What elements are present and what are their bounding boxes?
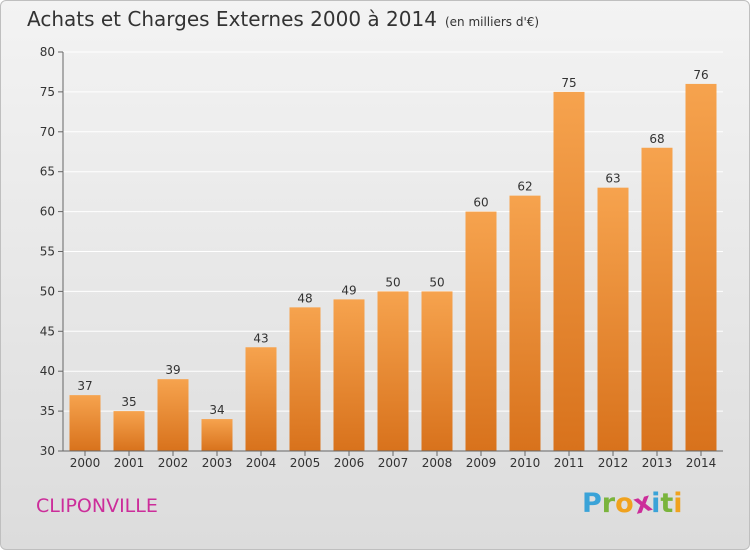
data-label-2006: 49 xyxy=(341,283,356,297)
bar-2003 xyxy=(201,419,233,451)
data-label-2005: 48 xyxy=(297,291,312,305)
bar-2008 xyxy=(421,291,453,451)
y-tick-label: 60 xyxy=(40,205,55,219)
x-tick-label-2005: 2005 xyxy=(290,456,321,470)
bar-2010 xyxy=(509,195,541,451)
x-tick-label-2009: 2009 xyxy=(466,456,497,470)
y-tick-label: 40 xyxy=(40,364,55,378)
data-label-2004: 43 xyxy=(253,331,268,345)
data-label-2001: 35 xyxy=(121,395,136,409)
data-label-2014: 76 xyxy=(693,68,708,82)
x-tick-label-2008: 2008 xyxy=(422,456,453,470)
data-label-2012: 63 xyxy=(605,172,620,186)
data-label-2009: 60 xyxy=(473,196,488,210)
y-tick-label: 75 xyxy=(40,85,55,99)
y-tick-label: 80 xyxy=(40,45,55,59)
y-tick-label: 65 xyxy=(40,165,55,179)
title-text: Achats et Charges Externes 2000 à 2014 xyxy=(27,7,437,31)
bar-2014 xyxy=(685,83,717,452)
x-tick-label-2007: 2007 xyxy=(378,456,409,470)
y-tick-label: 35 xyxy=(40,404,55,418)
x-tick-label-2011: 2011 xyxy=(554,456,585,470)
y-tick-label: 45 xyxy=(40,324,55,338)
bar-2011 xyxy=(553,91,585,452)
data-label-2003: 34 xyxy=(209,403,224,417)
data-label-2007: 50 xyxy=(385,275,400,289)
bars: 37 35 39 34 43 48 49 50 50 60 62 75 63 68 76 xyxy=(69,68,717,452)
data-label-2000: 37 xyxy=(77,379,92,393)
x-tick-label-2012: 2012 xyxy=(598,456,629,470)
x-tick-label-2000: 2000 xyxy=(70,456,101,470)
x-tick-label-2013: 2013 xyxy=(642,456,673,470)
y-tick-label: 55 xyxy=(40,245,55,259)
logo-letter: P xyxy=(582,488,602,519)
x-tick-label-2006: 2006 xyxy=(334,456,365,470)
bar-2012 xyxy=(597,187,629,451)
logo-letter: o xyxy=(615,488,634,519)
y-tick-label: 70 xyxy=(40,125,55,139)
bar-2005 xyxy=(289,307,321,451)
logo-letter: t xyxy=(660,488,674,519)
x-tick-label-2014: 2014 xyxy=(686,456,717,470)
data-label-2013: 68 xyxy=(649,132,664,146)
unit-label: (en milliers d'€) xyxy=(444,15,540,29)
chart-title: Achats et Charges Externes 2000 à 2014 (e… xyxy=(27,7,539,31)
data-label-2002: 39 xyxy=(165,363,180,377)
bar-2000 xyxy=(69,395,101,451)
bar-2002 xyxy=(157,379,189,451)
x-tick-label-2001: 2001 xyxy=(114,456,145,470)
y-tick-label: 50 xyxy=(40,284,55,298)
x-tick-label-2004: 2004 xyxy=(246,456,277,470)
bar-2006 xyxy=(333,299,365,451)
logo-letter: i xyxy=(651,488,661,519)
data-label-2008: 50 xyxy=(429,275,444,289)
proxiti-logo: Proxiti xyxy=(582,486,683,520)
x-tick-label-2010: 2010 xyxy=(510,456,541,470)
bar-2007 xyxy=(377,291,409,451)
x-tick-label-2002: 2002 xyxy=(158,456,189,470)
logo-letter: r xyxy=(601,488,616,519)
logo-letter: i xyxy=(673,488,683,519)
y-tick-label: 30 xyxy=(40,444,55,458)
commune-name: CLIPONVILLE xyxy=(36,495,158,517)
axes: 30 35 40 45 50 55 60 65 70 75 80 2000 2001 2002 2003 20… xyxy=(40,45,723,470)
bar-2009 xyxy=(465,211,497,451)
x-tick-label-2003: 2003 xyxy=(202,456,233,470)
bar-2004 xyxy=(245,347,277,451)
bar-2001 xyxy=(113,411,145,451)
data-label-2010: 62 xyxy=(517,180,532,194)
data-label-2011: 75 xyxy=(561,76,576,90)
bar-2013 xyxy=(641,147,673,451)
